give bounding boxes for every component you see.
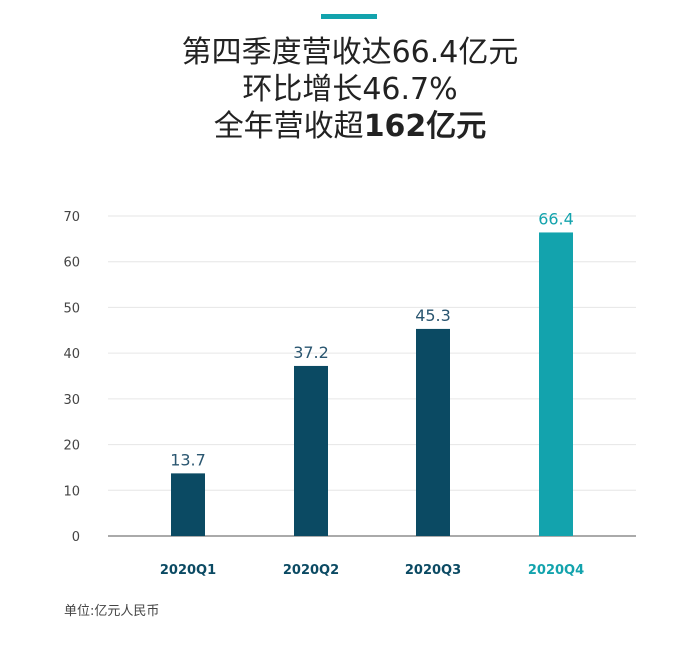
bar-2020Q3: [416, 328, 450, 536]
y-tick-label-70: 70: [63, 210, 80, 225]
title-line-2: 环比增长46.7%: [0, 71, 700, 108]
x-tick-label-2020Q2: 2020Q2: [283, 563, 339, 578]
y-tick-label-0: 0: [72, 530, 80, 545]
title-line-3-bold: 162亿元: [363, 109, 487, 144]
unit-footnote: 单位:亿元人民币: [64, 604, 160, 619]
chart-title: 第四季度营收达66.4亿元 环比增长46.7% 全年营收超162亿元: [0, 34, 700, 145]
title-line-3-text: 全年营收超: [213, 109, 364, 144]
value-label-2020Q4: 66.4: [538, 209, 574, 228]
title-line-1-text: 第四季度营收达66.4亿元: [181, 35, 519, 70]
x-tick-label-2020Q3: 2020Q3: [405, 563, 461, 578]
bar-2020Q2: [294, 365, 328, 536]
accent-bar: [321, 14, 377, 19]
y-tick-label-20: 20: [63, 439, 80, 454]
y-tick-label-10: 10: [63, 484, 80, 499]
y-tick-label-60: 60: [63, 256, 80, 271]
bar-2020Q4: [539, 232, 573, 536]
value-label-2020Q1: 13.7: [170, 450, 206, 469]
title-line-2-text: 环比增长46.7%: [242, 72, 458, 107]
x-tick-label-2020Q4: 2020Q4: [528, 563, 584, 578]
bar-2020Q1: [171, 473, 205, 536]
title-line-3: 全年营收超162亿元: [0, 108, 700, 145]
y-tick-label-30: 30: [63, 393, 80, 408]
y-tick-label-50: 50: [63, 301, 80, 316]
value-label-2020Q3: 45.3: [415, 306, 451, 325]
bar-chart: 0 10 20 30 40 50 60 70 13.7 2020Q1 37.2 2020Q2 45.3 2…: [63, 209, 636, 578]
value-label-2020Q2: 37.2: [293, 343, 329, 362]
title-line-1: 第四季度营收达66.4亿元: [0, 34, 700, 71]
y-tick-label-40: 40: [63, 347, 80, 362]
x-tick-label-2020Q1: 2020Q1: [160, 563, 216, 578]
